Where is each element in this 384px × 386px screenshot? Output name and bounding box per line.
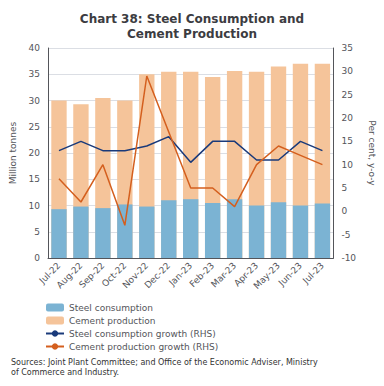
svg-text:Apr-23: Apr-23 (232, 260, 261, 289)
svg-text:Jan-23: Jan-23 (167, 260, 195, 288)
svg-text:5: 5 (341, 183, 347, 193)
svg-text:-10: -10 (341, 253, 356, 263)
svg-text:10: 10 (341, 160, 353, 170)
svg-text:15: 15 (29, 174, 40, 184)
svg-text:Chart 38: Steel Consumption an: Chart 38: Steel Consumption and (80, 12, 304, 26)
svg-text:May-23: May-23 (252, 260, 282, 290)
svg-text:-5: -5 (341, 230, 350, 240)
svg-text:0: 0 (34, 253, 40, 263)
svg-text:Aug-22: Aug-22 (54, 260, 85, 291)
svg-text:Dec-22: Dec-22 (143, 260, 173, 290)
svg-text:35: 35 (341, 43, 352, 53)
svg-text:Nov-22: Nov-22 (120, 260, 151, 291)
svg-text:20: 20 (341, 113, 353, 123)
svg-text:Sources: Joint Plant Committee: Sources: Joint Plant Committee; and Offi… (11, 358, 318, 367)
svg-text:0: 0 (341, 206, 347, 216)
svg-text:35: 35 (29, 69, 40, 79)
svg-text:Per cent, y-o-y: Per cent, y-o-y (367, 120, 377, 186)
svg-text:15: 15 (341, 136, 352, 146)
svg-text:30: 30 (29, 96, 41, 106)
svg-text:25: 25 (341, 90, 352, 100)
svg-text:10: 10 (29, 201, 41, 211)
svg-text:Jul-23: Jul-23 (300, 260, 326, 286)
svg-text:Mar-23: Mar-23 (209, 260, 238, 289)
svg-text:Cement production: Cement production (69, 316, 156, 326)
svg-text:25: 25 (29, 122, 40, 132)
svg-text:20: 20 (29, 148, 41, 158)
svg-text:40: 40 (29, 43, 41, 53)
svg-text:Jul-22: Jul-22 (37, 260, 63, 286)
svg-text:Steel consumption growth (RHS): Steel consumption growth (RHS) (69, 329, 216, 339)
svg-text:Cement production growth (RHS): Cement production growth (RHS) (69, 342, 218, 352)
svg-text:5: 5 (34, 227, 40, 237)
svg-text:Million tonnes: Million tonnes (8, 121, 18, 184)
svg-text:Feb-23: Feb-23 (187, 260, 217, 290)
svg-text:Oct-22: Oct-22 (99, 260, 129, 289)
svg-text:of Commerce and Industry.: of Commerce and Industry. (11, 368, 119, 377)
svg-text:Jun-23: Jun-23 (276, 260, 304, 288)
svg-text:Cement Production: Cement Production (127, 27, 257, 41)
svg-text:30: 30 (341, 66, 353, 76)
svg-text:Steel consumption: Steel consumption (69, 303, 153, 313)
svg-text:Sep-22: Sep-22 (77, 260, 106, 289)
